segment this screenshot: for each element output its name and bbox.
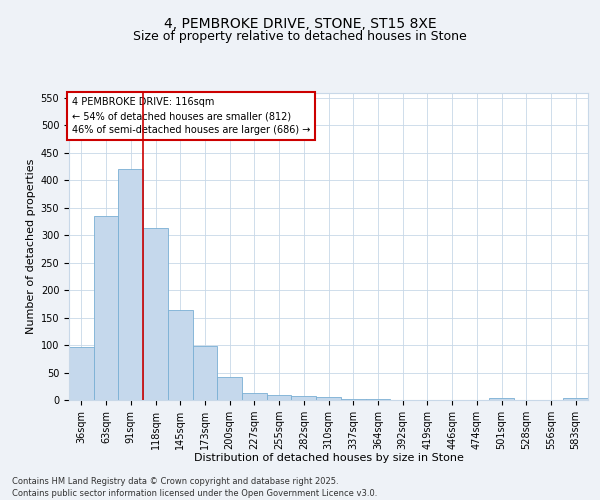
Bar xyxy=(168,310,193,400)
Text: 4, PEMBROKE DRIVE, STONE, ST15 8XE: 4, PEMBROKE DRIVE, STONE, ST15 8XE xyxy=(164,18,436,32)
Bar xyxy=(217,377,242,400)
Bar xyxy=(94,216,118,400)
Bar xyxy=(267,394,292,400)
Bar xyxy=(69,346,94,400)
Bar xyxy=(242,393,267,400)
Bar xyxy=(489,398,514,400)
Text: Contains HM Land Registry data © Crown copyright and database right 2025.
Contai: Contains HM Land Registry data © Crown c… xyxy=(12,476,377,498)
Bar xyxy=(118,170,143,400)
Bar xyxy=(193,346,217,400)
Y-axis label: Number of detached properties: Number of detached properties xyxy=(26,158,37,334)
Bar xyxy=(316,398,341,400)
X-axis label: Distribution of detached houses by size in Stone: Distribution of detached houses by size … xyxy=(194,454,463,464)
Text: Size of property relative to detached houses in Stone: Size of property relative to detached ho… xyxy=(133,30,467,43)
Bar xyxy=(143,228,168,400)
Bar xyxy=(292,396,316,400)
Text: 4 PEMBROKE DRIVE: 116sqm
← 54% of detached houses are smaller (812)
46% of semi-: 4 PEMBROKE DRIVE: 116sqm ← 54% of detach… xyxy=(71,97,310,135)
Bar xyxy=(563,398,588,400)
